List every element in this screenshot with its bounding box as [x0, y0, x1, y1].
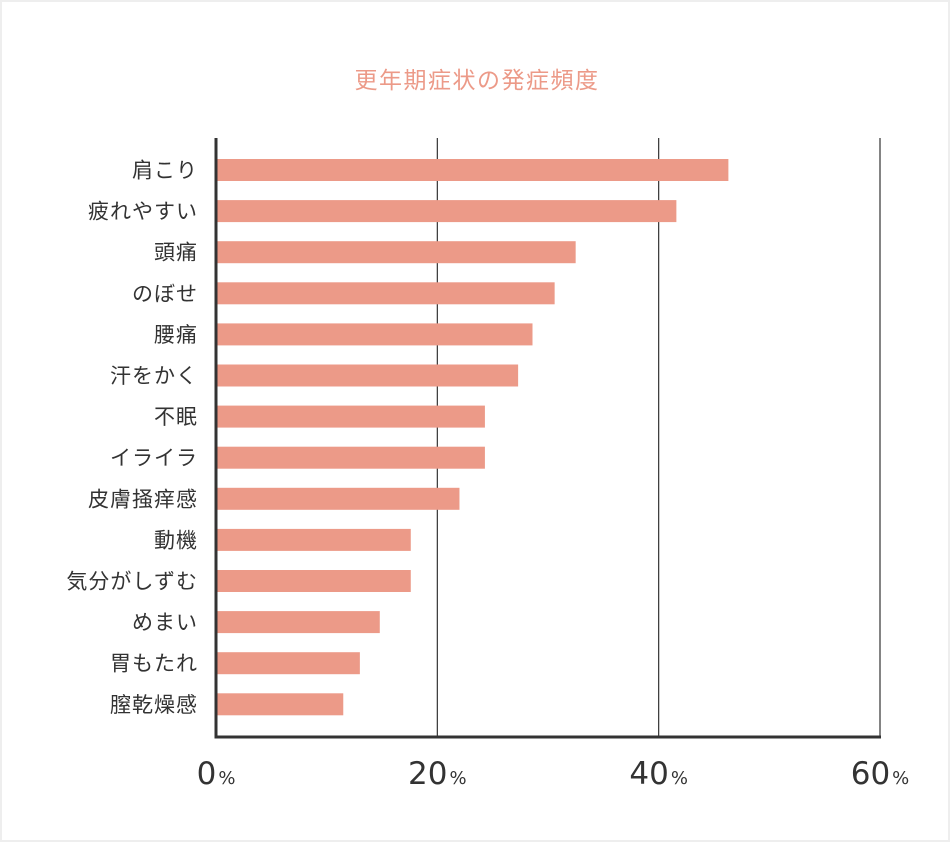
- bar-10: [216, 528, 411, 551]
- category-label-6: 汗をかく: [110, 364, 198, 388]
- gridlines: [436, 138, 881, 737]
- axes: [214, 138, 881, 739]
- category-label-10: 動機: [154, 528, 198, 552]
- bar-5: [216, 323, 533, 346]
- category-label-5: 腰痛: [154, 323, 198, 347]
- x-tick-label-40: 40%: [629, 756, 688, 792]
- bar-6: [216, 364, 519, 387]
- category-label-1: 肩こり: [132, 159, 198, 183]
- bar-1: [216, 159, 729, 181]
- bar-8: [216, 446, 485, 469]
- category-label-11: 気分がしずむ: [66, 570, 198, 594]
- category-label-8: イライラ: [110, 446, 198, 470]
- category-label-3: 頭痛: [154, 241, 198, 265]
- bar-4: [216, 282, 555, 305]
- category-labels: 肩こり疲れやすい頭痛のぼせ腰痛汗をかく不眠イライラ皮膚掻痒感動機気分がしずむめま…: [66, 159, 198, 717]
- category-label-9: 皮膚掻痒感: [88, 487, 198, 511]
- bars: [216, 159, 729, 716]
- chart-title: 更年期症状の発症頻度: [355, 68, 600, 94]
- category-label-12: めまい: [132, 611, 198, 635]
- x-tick-label-20: 20%: [408, 756, 467, 792]
- bar-9: [216, 487, 460, 510]
- bar-13: [216, 652, 360, 675]
- bar-14: [216, 693, 344, 716]
- x-tick-labels: 0% 20% 40% 60%: [197, 756, 910, 792]
- category-label-4: のぼせ: [132, 282, 198, 306]
- category-label-13: 胃もたれ: [110, 652, 198, 676]
- bar-3: [216, 241, 576, 264]
- category-label-2: 疲れやすい: [88, 200, 198, 224]
- x-tick-label-0: 0%: [197, 756, 236, 792]
- bar-2: [216, 200, 677, 223]
- category-label-14: 膣乾燥感: [110, 693, 198, 717]
- x-tick-label-60: 60%: [851, 756, 910, 792]
- bar-7: [216, 405, 485, 428]
- category-label-7: 不眠: [154, 405, 198, 429]
- bar-12: [216, 611, 380, 634]
- bar-11: [216, 570, 411, 592]
